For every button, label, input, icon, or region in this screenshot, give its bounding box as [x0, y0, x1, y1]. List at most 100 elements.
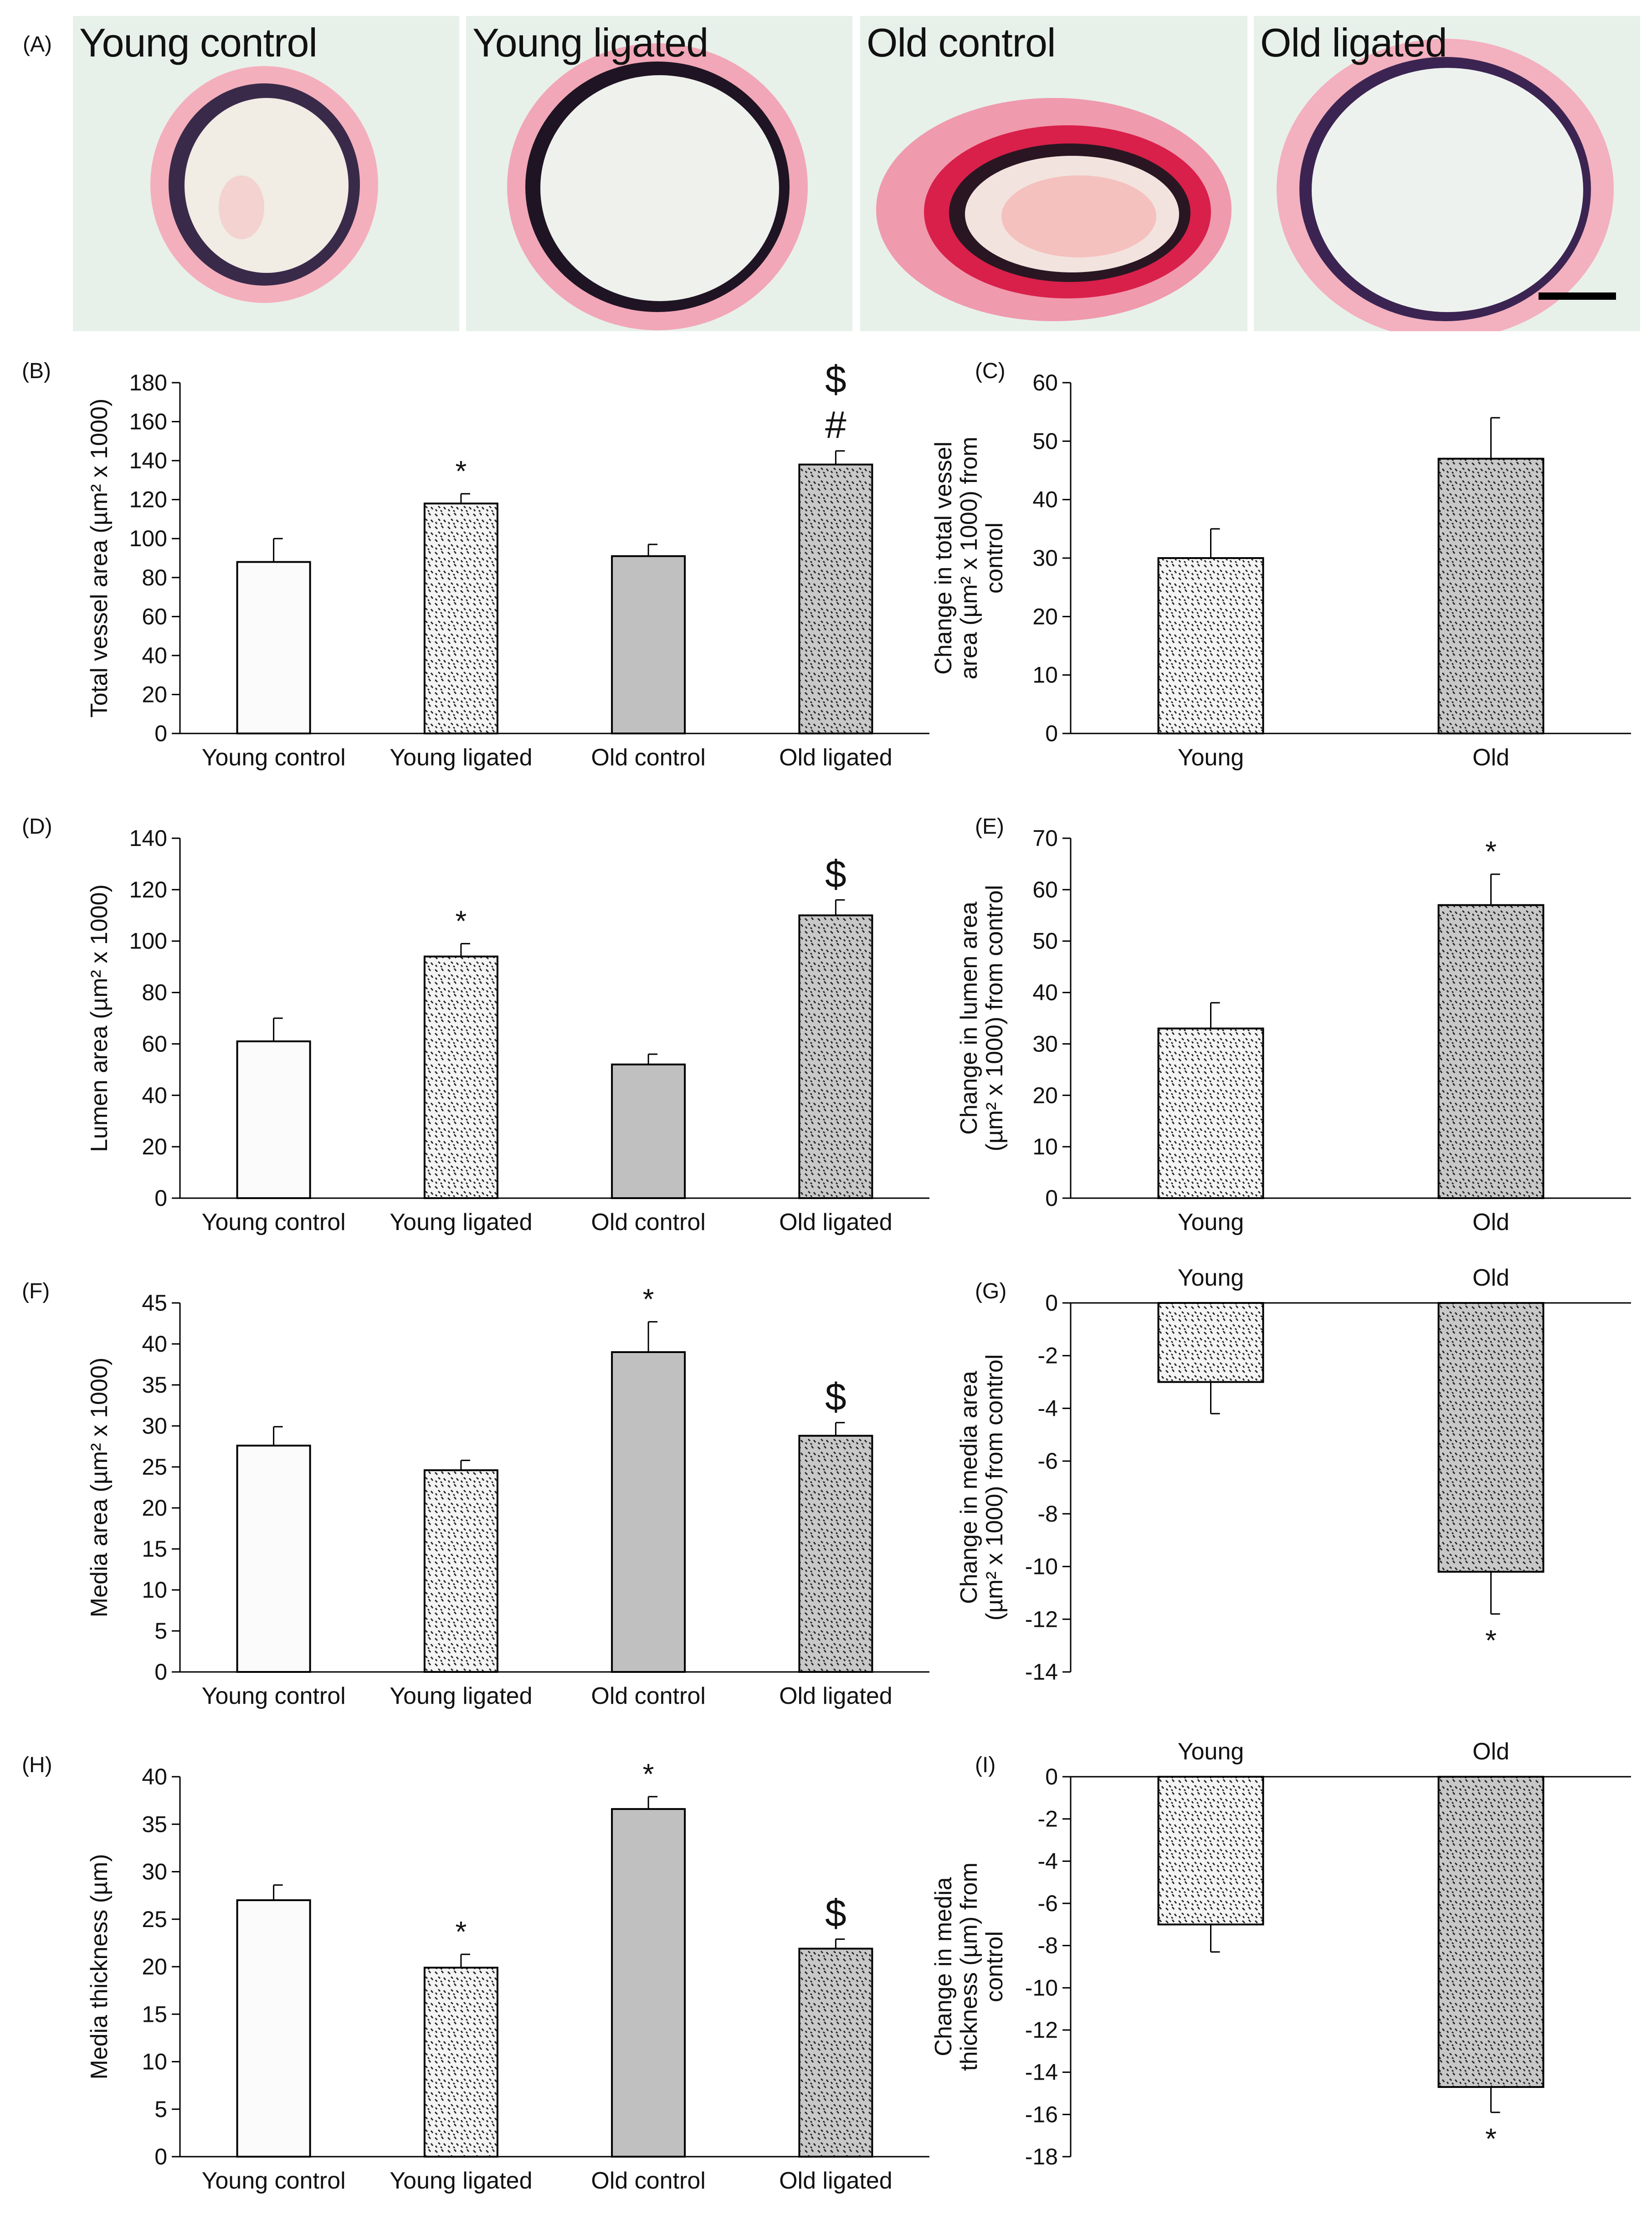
- bar-old: [1437, 457, 1544, 735]
- y-tick-label: 100: [129, 526, 167, 551]
- y-tick-label: 35: [142, 1811, 167, 1837]
- micrograph-young-control: Young control: [73, 16, 459, 331]
- category-label: Young: [1178, 1738, 1244, 1765]
- y-tick-label: 60: [1032, 370, 1058, 395]
- y-tick-label: 120: [129, 487, 167, 513]
- y-tick-label: -12: [1025, 1606, 1058, 1632]
- y-tick-label: 40: [142, 1764, 167, 1789]
- category-label: Young control: [202, 1683, 346, 1709]
- y-tick-label: 40: [1032, 487, 1058, 513]
- category-label: Young: [1178, 1265, 1244, 1291]
- y-tick-label: 40: [1032, 980, 1058, 1005]
- y-tick-label: 70: [1032, 825, 1058, 851]
- y-axis-label: Change in media: [930, 1877, 957, 2056]
- y-tick-label: -18: [1025, 2144, 1058, 2169]
- panel-letter-a: (A): [23, 32, 52, 56]
- y-tick-label: 0: [154, 721, 167, 746]
- y-tick-label: -4: [1038, 1848, 1058, 1874]
- y-tick-label: 0: [1045, 721, 1058, 746]
- significance-marker: $: [825, 358, 847, 401]
- category-label: Young: [1178, 744, 1244, 771]
- y-axis-label: area (µm² x 1000) from: [956, 437, 982, 680]
- y-tick-label: -16: [1025, 2102, 1058, 2127]
- chart-panel-b: (B) 0 20 40 60 80 100 120 140 160 180 Total vessel …: [22, 358, 929, 771]
- y-axis-label: control: [981, 1931, 1008, 2002]
- y-tick-label: -8: [1038, 1933, 1058, 1958]
- category-label: Old control: [591, 1683, 705, 1709]
- y-tick-label: -10: [1025, 1554, 1058, 1579]
- y-tick-label: 140: [129, 448, 167, 473]
- bar-old-ligated: [798, 1435, 873, 1673]
- y-tick-label: 20: [1032, 1082, 1058, 1108]
- y-tick-label: 40: [142, 643, 167, 668]
- y-tick-label: 140: [129, 825, 167, 851]
- bar-old-control: [611, 1808, 686, 2158]
- micrograph-label: Young ligated: [472, 20, 708, 65]
- panel-letter-g: (G): [975, 1279, 1006, 1303]
- y-tick-label: -14: [1025, 2060, 1058, 2085]
- category-label: Old control: [591, 744, 705, 771]
- y-tick-label: -8: [1038, 1501, 1058, 1527]
- significance-marker: *: [1485, 1624, 1497, 1657]
- y-tick-label: 10: [142, 2049, 167, 2075]
- lumen: [185, 98, 349, 273]
- category-label: Young ligated: [390, 744, 532, 771]
- category-label: Old control: [591, 2168, 705, 2194]
- y-axis-label: Total vessel area (µm² x 1000): [86, 399, 113, 718]
- y-tick-label: 0: [1045, 1185, 1058, 1211]
- y-tick-label: 5: [154, 1618, 167, 1644]
- bar-old-ligated: [798, 914, 873, 1200]
- chart-panel-d: (D) 0 20 40 60 80 100 120 140 Lumen area (µm² x 1…: [22, 815, 929, 1236]
- category-label: Young ligated: [390, 1209, 532, 1236]
- bar-old-control: [611, 1351, 686, 1673]
- y-tick-label: 0: [154, 1185, 167, 1211]
- y-axis-label: Change in total vessel: [930, 441, 957, 675]
- y-tick-label: 25: [142, 1907, 167, 1932]
- bar-old: [1437, 904, 1544, 1199]
- category-label: Young control: [202, 744, 346, 771]
- y-tick-label: 180: [129, 370, 167, 395]
- category-label: Old control: [591, 1209, 705, 1236]
- y-tick-label: 15: [142, 2001, 167, 2027]
- y-tick-label: 20: [1032, 604, 1058, 629]
- chart-panel-i: (I) -18 -16 -14 -12 -10 -8 -6 -4 -2 0 Change in med…: [930, 1738, 1631, 2169]
- y-tick-label: 120: [129, 877, 167, 902]
- y-tick-label: 25: [142, 1454, 167, 1480]
- bar-young-ligated: [423, 1469, 498, 1673]
- category-label: Old: [1472, 1738, 1509, 1765]
- micrograph-label: Young control: [79, 20, 318, 65]
- bar-young: [1157, 1776, 1264, 1926]
- significance-marker: $: [825, 852, 847, 895]
- y-axis-label: (µm² x 1000) from control: [981, 1354, 1008, 1621]
- y-tick-label: -10: [1025, 1975, 1058, 2000]
- y-tick-label: 35: [142, 1372, 167, 1398]
- y-tick-label: 30: [142, 1859, 167, 1885]
- panel-letter-b: (B): [22, 359, 51, 383]
- significance-marker: #: [825, 404, 847, 446]
- y-tick-label: 10: [142, 1577, 167, 1603]
- panel-letter-e: (E): [975, 815, 1004, 839]
- bar-young-control: [236, 1899, 311, 2158]
- vessel-section-image: [507, 43, 808, 330]
- bar-young-control: [236, 561, 311, 734]
- y-tick-label: 15: [142, 1536, 167, 1562]
- significance-marker: *: [455, 904, 467, 937]
- micrograph-label: Old control: [867, 20, 1056, 65]
- significance-marker: *: [455, 455, 467, 487]
- panel-letter-i: (I): [975, 1753, 995, 1777]
- bar-old-control: [611, 1063, 686, 1199]
- vessel-section-image: [150, 66, 378, 303]
- y-tick-label: 50: [1032, 428, 1058, 454]
- y-tick-label: -12: [1025, 2017, 1058, 2043]
- chart-panel-f: (F) 0 5 10 15 20 25 30 35 40 45 Media area (µm² x 1…: [22, 1279, 929, 1709]
- significance-marker: $: [825, 1892, 847, 1935]
- lumen-cells: [1001, 175, 1156, 257]
- y-axis-label: Change in media area: [956, 1371, 982, 1604]
- y-tick-label: -6: [1038, 1448, 1058, 1474]
- panel-letter-h: (H): [22, 1753, 52, 1777]
- y-tick-label: 60: [142, 604, 167, 629]
- bar-young-control: [236, 1040, 311, 1199]
- y-tick-label: 100: [129, 928, 167, 954]
- category-label: Old ligated: [779, 2168, 893, 2194]
- y-tick-label: 0: [1045, 1764, 1058, 1789]
